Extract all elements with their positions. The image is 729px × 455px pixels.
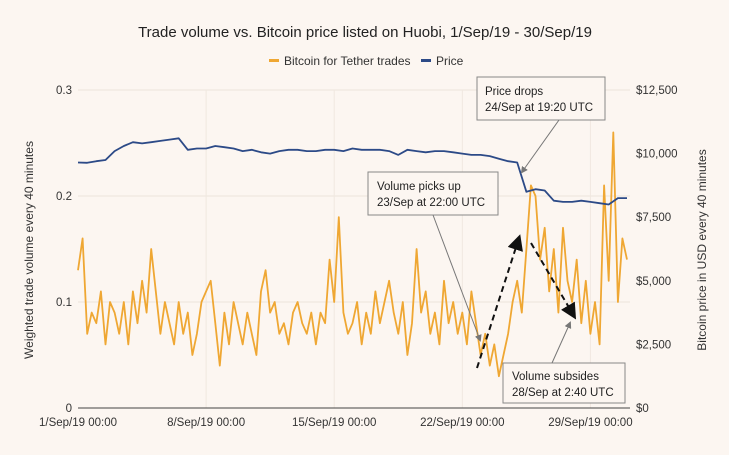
annotation-price-drops-line2: 24/Sep at 19:20 UTC (485, 102, 593, 114)
annotation-volume-picks-up-pointer (432, 214, 482, 342)
axis-ticks: 0 0.1 0.2 0.3 $0 $2,500 $5,000 $7,500 $10,000 $12… (39, 85, 678, 429)
x-tick-label: 1/Sep/19 00:00 (39, 417, 117, 429)
annotation-volume-picks-up-line1: Volume picks up (377, 181, 461, 193)
chart-title: Trade volume vs. Bitcoin price listed on… (138, 24, 592, 41)
y-axis-right-label: Bitcoin price in USD every 40 minutes (695, 149, 709, 350)
annotation-volume-picks-up-line2: 23/Sep at 22:00 UTC (377, 197, 485, 209)
x-tick-label: 29/Sep/19 00:00 (548, 417, 632, 429)
x-tick-label: 22/Sep/19 00:00 (420, 417, 504, 429)
annotation-volume-picks-up: Volume picks up 23/Sep at 22:00 UTC (367, 171, 499, 342)
y-right-tick-label: $2,500 (636, 339, 671, 351)
y-right-tick-label: $5,000 (636, 276, 671, 288)
annotation-volume-subsides-line1: Volume subsides (512, 371, 599, 383)
legend-swatch-volume (269, 59, 279, 62)
y-right-tick-label: $10,000 (636, 149, 678, 161)
legend: Bitcoin for Tether trades Price (269, 54, 464, 68)
annotation-price-drops-pointer (520, 119, 560, 174)
legend-swatch-price (421, 59, 431, 62)
trend-arrow-up (476, 234, 523, 369)
gridlines (78, 89, 630, 408)
x-tick-label: 15/Sep/19 00:00 (292, 417, 376, 429)
series (77, 131, 628, 378)
annotation-price-drops-line1: Price drops (485, 86, 543, 98)
y-left-tick-label: 0.2 (56, 191, 72, 203)
series-line-price (77, 137, 627, 206)
y-right-tick-label: $0 (636, 403, 649, 415)
y-left-tick-label: 0.1 (56, 297, 72, 309)
legend-label-volume: Bitcoin for Tether trades (284, 54, 411, 68)
y-left-tick-label: 0.3 (56, 85, 72, 97)
annotation-volume-subsides-pointer (551, 321, 572, 364)
y-right-tick-label: $7,500 (636, 212, 671, 224)
y-left-tick-label: 0 (66, 403, 72, 415)
annotation-price-drops: Price drops 24/Sep at 19:20 UTC (476, 76, 606, 174)
y-axis-left-label: Weighted trade volume every 40 minutes (22, 141, 36, 359)
series-line-volume (77, 131, 628, 378)
annotation-volume-subsides: Volume subsides 28/Sep at 2:40 UTC (502, 321, 626, 404)
y-right-tick-label: $12,500 (636, 85, 678, 97)
legend-label-price: Price (436, 54, 464, 68)
trend-arrow-down (530, 242, 577, 320)
annotation-volume-subsides-line2: 28/Sep at 2:40 UTC (512, 387, 614, 399)
x-tick-label: 8/Sep/19 00:00 (167, 417, 245, 429)
